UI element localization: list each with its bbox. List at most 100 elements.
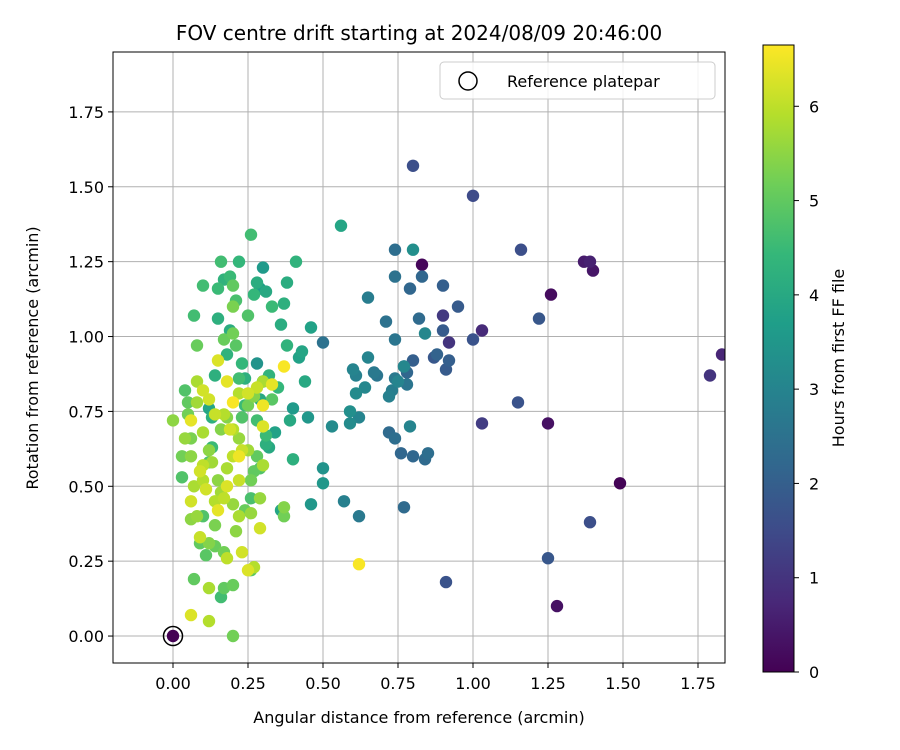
data-point [184, 450, 198, 463]
data-point [226, 327, 240, 340]
data-point [241, 309, 255, 322]
legend-box [439, 61, 716, 100]
data-point [583, 516, 597, 529]
colorbar-tick-label: 1 [809, 569, 819, 588]
data-point [265, 378, 279, 391]
data-point [337, 495, 351, 508]
data-point [235, 357, 249, 370]
data-point [229, 339, 243, 352]
colorbar-frame [762, 44, 795, 673]
data-point [241, 387, 255, 400]
colorbar [763, 45, 794, 672]
data-point [244, 507, 258, 520]
data-point [511, 396, 525, 409]
data-point [343, 405, 357, 418]
data-point [181, 396, 195, 409]
x-tick-label: 1.50 [605, 674, 641, 693]
x-tick-label: 1.25 [530, 674, 566, 693]
data-point [226, 279, 240, 292]
y-tick-label: 1.75 [68, 103, 104, 122]
y-tick-label: 1.25 [68, 253, 104, 272]
data-point [436, 309, 450, 322]
data-point [286, 402, 300, 415]
colorbar-tick-label: 0 [809, 663, 819, 682]
data-point [451, 300, 465, 313]
data-point [199, 549, 213, 562]
x-axis-label: Angular distance from reference (arcmin) [253, 708, 584, 727]
data-point [550, 599, 564, 613]
data-point [352, 558, 366, 571]
data-point [202, 393, 216, 406]
reference-marker [162, 625, 184, 647]
data-point [217, 333, 231, 346]
data-point [265, 300, 279, 313]
data-point [190, 339, 204, 352]
data-point [388, 432, 402, 445]
data-point [193, 465, 207, 478]
x-tick-label: 0.00 [155, 674, 191, 693]
y-tick-label: 1.00 [68, 328, 104, 347]
data-point [235, 546, 249, 559]
data-point [190, 396, 204, 409]
data-point [202, 444, 216, 457]
data-point [232, 372, 246, 385]
data-point [253, 522, 267, 535]
data-point [244, 474, 258, 487]
data-point [232, 387, 246, 400]
data-point [220, 462, 234, 475]
data-point [232, 255, 246, 268]
data-point [367, 366, 381, 379]
colorbar-tick-label: 3 [809, 380, 819, 399]
y-axis-label: Rotation from reference (arcmin) [23, 226, 42, 489]
data-point [187, 309, 201, 322]
data-point [226, 300, 240, 313]
data-point [415, 270, 429, 283]
data-point [439, 575, 453, 589]
data-point [541, 552, 555, 565]
data-point [187, 572, 201, 586]
data-point [277, 297, 291, 310]
x-tick-label: 1.75 [680, 674, 716, 693]
data-point [391, 375, 405, 388]
data-point [223, 423, 237, 436]
data-point [406, 159, 420, 172]
data-point [166, 629, 180, 643]
legend-label: Reference platepar [507, 72, 660, 91]
data-point [406, 354, 420, 367]
data-point [415, 258, 429, 271]
legend-marker-icon [458, 71, 478, 91]
data-point [703, 369, 717, 382]
data-point [715, 348, 725, 361]
data-point [514, 243, 528, 256]
data-point [259, 438, 273, 451]
data-point [466, 333, 480, 346]
data-point [217, 408, 231, 421]
data-point [406, 450, 420, 463]
data-point [190, 510, 204, 523]
data-point [442, 336, 456, 349]
data-point [403, 420, 417, 433]
data-point [388, 333, 402, 346]
data-point [256, 399, 270, 412]
data-point [283, 414, 297, 427]
data-point [253, 492, 267, 505]
x-tick-label: 0.50 [305, 674, 341, 693]
data-point [226, 498, 240, 511]
data-point [166, 414, 180, 427]
data-point [436, 324, 450, 337]
colorbar-label: Hours from first FF file [829, 269, 848, 448]
data-point [178, 384, 192, 397]
data-point [388, 243, 402, 256]
data-point [382, 390, 396, 403]
data-point [196, 279, 210, 292]
data-point [544, 288, 558, 301]
data-point [301, 411, 315, 424]
data-point [250, 276, 264, 289]
data-point [295, 345, 309, 358]
data-point [232, 474, 246, 487]
x-tick-label: 0.25 [230, 674, 266, 693]
data-point [442, 354, 456, 367]
data-point [193, 531, 207, 544]
data-point [349, 387, 363, 400]
data-point [475, 324, 489, 337]
